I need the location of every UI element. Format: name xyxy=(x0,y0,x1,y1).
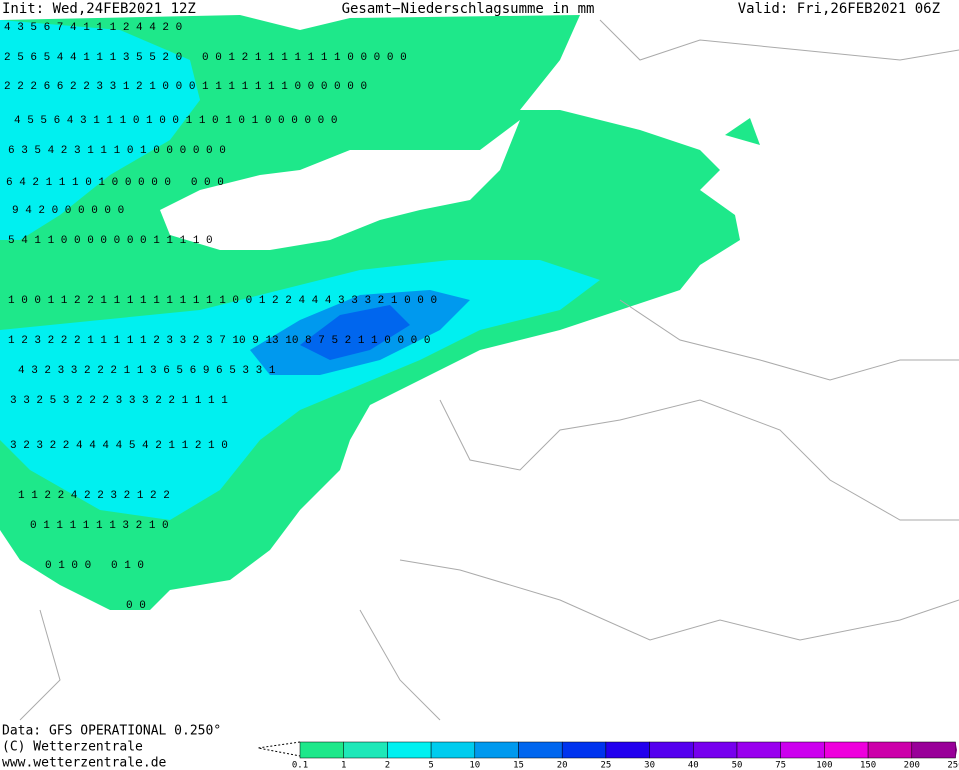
legend-label: 25 xyxy=(600,761,611,770)
legend-arrow xyxy=(955,742,957,758)
borders xyxy=(19,19,959,721)
url: www.wetterzentrale.de xyxy=(2,756,167,770)
grid-values: 1 0 0 1 1 2 2 1 1 1 1 1 1 1 1 1 1 0 0 1 … xyxy=(8,295,437,307)
legend-label: 15 xyxy=(513,761,524,770)
legend-box xyxy=(693,741,738,759)
grid-values: 6 3 5 4 2 3 1 1 1 0 1 0 0 0 0 0 0 xyxy=(8,145,226,157)
grid-values: 4 5 5 6 4 3 1 1 1 0 1 0 0 1 1 0 1 0 1 0 … xyxy=(14,115,337,127)
grid-values: 2 2 2 6 6 2 2 3 3 1 2 1 0 0 0 1 1 1 1 1 … xyxy=(4,81,367,93)
legend-label: 1 xyxy=(341,761,346,770)
legend-label: 40 xyxy=(688,761,699,770)
legend-label: 20 xyxy=(557,761,568,770)
grid-values: 0 1 0 0 0 1 0 xyxy=(45,560,144,572)
precip-field xyxy=(0,15,765,610)
grid-values: 3 2 3 2 2 4 4 4 4 5 4 2 1 1 2 1 0 xyxy=(10,440,228,452)
grid-values: 9 4 2 0 0 0 0 0 0 xyxy=(12,205,124,217)
legend-box xyxy=(561,741,607,759)
grid-values: 1 2 3 2 2 2 1 1 1 1 1 2 3 3 2 3 7 10 9 1… xyxy=(8,335,430,347)
copyright: (C) Wetterzentrale xyxy=(2,740,143,755)
init-label: Init: Wed,24FEB2021 12Z xyxy=(2,1,196,17)
grid-values: 5 4 1 1 0 0 0 0 0 0 0 1 1 1 1 0 xyxy=(8,235,213,247)
grid-values: 0 0 xyxy=(126,600,146,612)
legend-label: 30 xyxy=(644,761,655,770)
legend-box xyxy=(518,741,563,759)
legend-box xyxy=(736,741,781,759)
data-source: Data: GFS OPERATIONAL 0.250° xyxy=(2,724,221,739)
legend-label: 250 xyxy=(947,761,959,770)
grid-values: 6 4 2 1 1 1 0 1 0 0 0 0 0 0 0 0 xyxy=(6,177,224,189)
legend-box xyxy=(867,741,913,759)
grid-values: 2 5 6 5 4 4 1 1 1 3 5 5 2 0 0 0 1 2 1 1 … xyxy=(4,52,407,64)
legend-label: 0.1 xyxy=(292,761,308,770)
legend-label: 5 xyxy=(428,761,433,770)
legend-label: 2 xyxy=(385,761,390,770)
grid-values: 0 1 1 1 1 1 1 3 2 1 0 xyxy=(30,520,169,532)
legend-label: 50 xyxy=(732,761,743,770)
legend-box xyxy=(299,741,344,759)
legend-label: 75 xyxy=(775,761,786,770)
legend-box xyxy=(605,741,650,759)
legend-box xyxy=(474,741,519,759)
legend-box xyxy=(430,741,476,759)
legend-label: 10 xyxy=(469,761,480,770)
grid-values: 4 3 5 6 7 4 1 1 1 2 4 4 2 0 xyxy=(4,22,182,34)
legend-box xyxy=(387,741,432,759)
grid-values: 1 1 2 2 4 2 2 3 2 1 2 2 xyxy=(18,490,170,502)
grid-values: 4 3 2 3 3 2 2 2 1 1 3 6 5 6 9 6 5 3 3 1 xyxy=(18,365,276,377)
legend-label: 100 xyxy=(816,761,832,770)
legend-box xyxy=(343,741,388,759)
grid-values: 3 3 2 5 3 2 2 2 3 3 3 2 2 1 1 1 1 xyxy=(10,395,228,407)
legend-box xyxy=(649,741,694,759)
map-title: Gesamt−Niederschlagsumme in mm xyxy=(342,1,595,17)
legend-label: 150 xyxy=(860,761,876,770)
legend-box xyxy=(911,741,956,759)
valid-label: Valid: Fri,26FEB2021 06Z xyxy=(738,1,940,17)
legend-box xyxy=(824,741,869,759)
legend-label: 200 xyxy=(904,761,920,770)
legend-box xyxy=(780,741,825,759)
